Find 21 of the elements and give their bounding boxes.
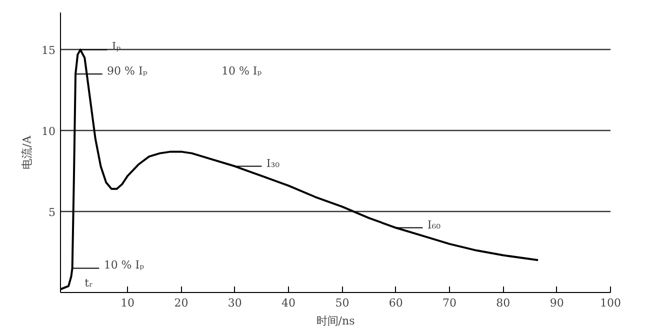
x-axis-title: 时间/ns — [316, 314, 356, 328]
x-tick-label: 60 — [388, 296, 403, 310]
annotation: 90 % Iₚ — [107, 64, 148, 78]
x-tick-label: 20 — [174, 296, 188, 310]
annotation: 10 % Iₚ — [221, 64, 262, 78]
x-tick-label: 90 — [550, 296, 564, 310]
x-tick-label: 100 — [600, 296, 621, 310]
x-tick-label: 70 — [442, 296, 457, 310]
y-tick-label: 15 — [42, 44, 56, 58]
annotation: I₆₀ — [427, 218, 442, 232]
y-tick-label: 5 — [48, 206, 56, 220]
x-tick-label: 40 — [282, 296, 296, 310]
x-tick-label: 80 — [496, 296, 510, 310]
y-tick-label: 10 — [42, 125, 56, 138]
annotation: I₃₀ — [266, 156, 280, 170]
x-tick-label: 50 — [335, 296, 350, 310]
y-axis-title: 电流/A — [20, 134, 34, 170]
x-tick-label: 30 — [228, 296, 242, 310]
annotation: 10 % Iₚ — [104, 258, 145, 272]
x-tick-label: 10 — [120, 296, 135, 310]
annotation: tᵣ — [84, 276, 94, 290]
